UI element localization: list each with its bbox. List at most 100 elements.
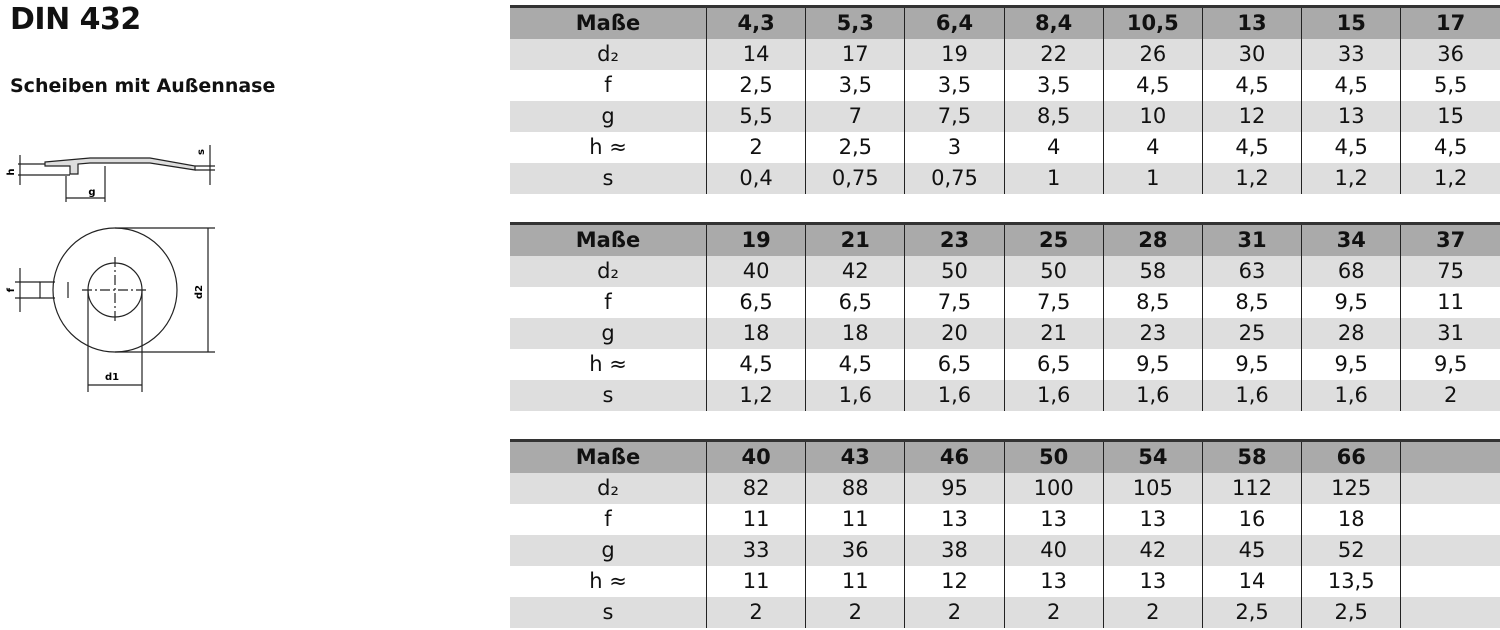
empty-cell	[1400, 535, 1500, 566]
cell-value: 8,5	[1201, 287, 1302, 318]
cell-value: 58	[1102, 256, 1203, 287]
row-label: h ≈	[589, 135, 627, 159]
cell-value: 4	[1102, 132, 1203, 163]
cell-value: 100	[1003, 473, 1104, 504]
cell-value: 2	[705, 132, 806, 163]
cell-value: 15	[1400, 101, 1500, 132]
data-row: s 1,2 1,6 1,6 1,6 1,6 1,6 1,6 2	[510, 380, 1500, 411]
row-label: s	[510, 597, 707, 628]
cell-value: 38	[904, 535, 1005, 566]
washer-drawing: h s g f d2 d1	[6, 145, 215, 392]
row-header: Maße	[510, 5, 707, 39]
cell-value: 6,5	[705, 287, 806, 318]
dimension-table: Maße 4,3 5,3 6,4 8,4 10,5 13 15 17 d₂ 14 17 19 22 26 30…	[510, 5, 1500, 194]
cell-value: 1,6	[1201, 380, 1302, 411]
cell-value: 5,5	[705, 101, 806, 132]
size-header: 37	[1400, 222, 1500, 256]
size-header: 8,4	[1003, 5, 1104, 39]
cell-value: 2,5	[805, 132, 905, 163]
cell-value: 26	[1102, 39, 1203, 70]
row-label: f	[604, 507, 612, 531]
cell-value: 4,5	[705, 349, 806, 380]
empty-cell	[1400, 439, 1500, 473]
size-header: 17	[1400, 5, 1500, 39]
cell-value: 17	[805, 39, 905, 70]
cell-value: 5,5	[1400, 70, 1500, 101]
size-header: 50	[1003, 439, 1104, 473]
cell-value: 36	[805, 535, 905, 566]
top-view	[15, 227, 215, 392]
cell-value: 14	[705, 39, 806, 70]
cell-value: 25	[1201, 318, 1302, 349]
cell-value: 6,5	[1003, 349, 1104, 380]
size-header: 58	[1201, 439, 1302, 473]
cell-value: 7	[805, 101, 905, 132]
data-row: s 2 2 2 2 2 2,5 2,5	[510, 597, 1500, 628]
drawing-label: d1	[105, 372, 119, 383]
empty-cell	[1400, 566, 1500, 597]
row-header: Maße	[510, 222, 707, 256]
cell-value: 42	[1102, 535, 1203, 566]
cell-value: 4,5	[805, 349, 905, 380]
cell-value: 20	[904, 318, 1005, 349]
size-header: 28	[1102, 222, 1203, 256]
cell-value: 1,2	[1301, 163, 1401, 194]
cell-value: 50	[1003, 256, 1104, 287]
cell-value: 3,5	[1003, 70, 1104, 101]
data-row: h ≈11 11 12 13 13 14 13,5	[510, 566, 1500, 597]
cell-value: 36	[1400, 39, 1500, 70]
data-row: h ≈4,5 4,5 6,5 6,5 9,5 9,5 9,5 9,5	[510, 349, 1500, 380]
cell-value: 8,5	[1102, 287, 1203, 318]
drawing-label: f	[6, 287, 17, 292]
cell-value: 22	[1003, 39, 1104, 70]
cell-value: 1	[1003, 163, 1104, 194]
cell-value: 9,5	[1102, 349, 1203, 380]
cell-value: 2	[1102, 597, 1203, 628]
cell-value: 1,6	[1003, 380, 1104, 411]
cell-value: 11	[805, 566, 905, 597]
cell-value: 75	[1400, 256, 1500, 287]
cell-value: 9,5	[1301, 287, 1401, 318]
cell-value: 9,5	[1201, 349, 1302, 380]
row-label: h ≈	[589, 352, 627, 376]
cell-value: 16	[1201, 504, 1302, 535]
cell-value: 1,6	[1301, 380, 1401, 411]
cell-value: 8,5	[1003, 101, 1104, 132]
cell-value: 6,5	[904, 349, 1005, 380]
data-row: d₂ 40 42 50 50 58 63 68 75	[510, 256, 1500, 287]
row-header: Maße	[510, 439, 707, 473]
size-header: 46	[904, 439, 1005, 473]
cell-value: 2,5	[1301, 597, 1401, 628]
cell-value: 30	[1201, 39, 1302, 70]
header-row: Maße 4,3 5,3 6,4 8,4 10,5 13 15 17	[510, 5, 1500, 39]
cell-value: 2	[805, 597, 905, 628]
cell-value: 13	[1102, 566, 1203, 597]
cell-value: 42	[805, 256, 905, 287]
row-label: s	[510, 163, 707, 194]
size-header: 31	[1201, 222, 1302, 256]
cell-value: 0,75	[805, 163, 905, 194]
size-header: 21	[805, 222, 905, 256]
size-header: 15	[1301, 5, 1401, 39]
data-row: g 5,5 7 7,5 8,5 10 12 13 15	[510, 101, 1500, 132]
cell-value: 105	[1102, 473, 1203, 504]
cell-value: 0,75	[904, 163, 1005, 194]
cell-value: 40	[1003, 535, 1104, 566]
size-header: 25	[1003, 222, 1104, 256]
data-row: s 0,4 0,75 0,75 1 1 1,2 1,2 1,2	[510, 163, 1500, 194]
cell-value: 7,5	[904, 101, 1005, 132]
cell-value: 3,5	[805, 70, 905, 101]
header-row: Maße 19 21 23 25 28 31 34 37	[510, 222, 1500, 256]
drawing-label: h	[6, 168, 17, 175]
cell-value: 4,5	[1201, 70, 1302, 101]
data-row: f 6,5 6,5 7,5 7,5 8,5 8,5 9,5 11	[510, 287, 1500, 318]
empty-cell	[1400, 473, 1500, 504]
cell-value: 4,5	[1301, 70, 1401, 101]
dimension-table: Maße 40 43 46 50 54 58 66 d₂ 82 88 95 100 105 112 125 f 1…	[510, 439, 1500, 628]
row-label: s	[510, 380, 707, 411]
cell-value: 13	[1301, 101, 1401, 132]
row-label: d₂	[510, 256, 707, 287]
cell-value: 6,5	[805, 287, 905, 318]
cell-value: 18	[805, 318, 905, 349]
cell-value: 3	[904, 132, 1005, 163]
